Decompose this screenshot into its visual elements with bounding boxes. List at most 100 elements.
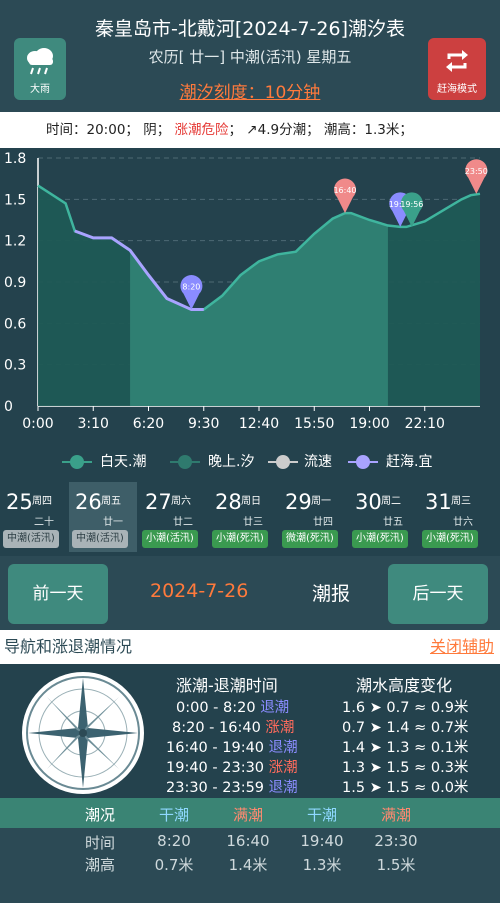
table-row: 23:30 - 23:59 退潮: [166, 778, 298, 798]
y-tick-label: 0.9: [4, 275, 26, 291]
day-selector[interactable]: 25 周四 二十 中潮(活汛) 26 周五 廿一 中潮(活汛) 27 周六 廿二…: [0, 478, 500, 556]
legend-item-speed[interactable]: 流速: [268, 451, 332, 473]
prev-day-button[interactable]: 前一天: [8, 564, 108, 624]
y-tick-label: 0.3: [4, 358, 26, 374]
tide-change: 1.6 ➤ 0.7 ≈ 0.9米: [342, 700, 469, 716]
day-lunar: 廿四: [313, 517, 333, 528]
tide-range: 8:20 - 16:40: [172, 720, 261, 736]
header-low-tide: 干潮: [306, 806, 337, 824]
tide-chart-svg: 0 0.3 0.6 0.9 1.2 1.5 1.8 0:00 3:10 6:20 9:30 12:40…: [4, 151, 488, 432]
tide-info-panel: 涨潮-退潮时间 潮水高度变化 0:00 - 8:20 退潮 1.6 ➤ 0.7 …: [0, 664, 500, 798]
day-lunar: 廿六: [453, 517, 473, 528]
tide-marker-pin: [465, 159, 488, 194]
tide-type: 退潮: [268, 780, 298, 796]
day-tide-tag: 微潮(死汛): [282, 530, 338, 548]
day-weekday: 周二: [381, 496, 401, 507]
height-cell: 0.7米: [154, 856, 194, 874]
day-number: 29: [285, 490, 312, 514]
header-high-tide: 满潮: [380, 806, 411, 824]
legend-item-night[interactable]: 晚上.汐: [170, 451, 254, 473]
day-lunar: 廿三: [243, 517, 263, 528]
day-tide-tag: 小潮(死汛): [422, 530, 478, 548]
separator: ；: [228, 122, 243, 138]
weather-button[interactable]: 大雨: [14, 38, 66, 100]
y-tick-label: 0.6: [4, 316, 26, 332]
rain-cloud-icon: [27, 48, 53, 75]
table-row: 19:40 - 23:30 涨潮: [166, 758, 298, 778]
date-navigation: 前一天 2024-7-26 潮报 后一天: [0, 556, 500, 630]
table-row: 0:00 - 8:20 退潮: [176, 698, 289, 718]
tide-report-link[interactable]: 潮报: [312, 583, 351, 605]
close-assist-link[interactable]: 关闭辅助: [429, 637, 494, 656]
next-day-button[interactable]: 后一天: [388, 564, 488, 624]
height-cell: 1.4米: [228, 856, 268, 874]
day-lunar: 二十: [34, 517, 54, 528]
tide-type: 退潮: [260, 700, 290, 716]
mode-label: 赶海模式: [437, 84, 477, 95]
day-item[interactable]: 29 周一 廿四 微潮(死汛): [279, 482, 347, 552]
day-lunar: 廿一: [103, 517, 123, 528]
day-item[interactable]: 25 周四 二十 中潮(活汛): [0, 482, 68, 552]
legend-label-day: 白天.潮: [100, 454, 147, 470]
day-lunar: 廿二: [173, 517, 193, 528]
section-header: 导航和涨退潮情况 关闭辅助: [0, 630, 500, 664]
x-tick-label: 9:30: [188, 416, 219, 432]
tide-change: 1.3 ➤ 1.5 ≈ 0.3米: [342, 760, 469, 776]
tide-type: 退潮: [268, 740, 298, 756]
tide-height: 潮高：1.3米；: [323, 122, 413, 138]
day-item[interactable]: 30 周二 廿五 小潮(死汛): [349, 482, 417, 552]
tide-range: 23:30 - 23:59: [166, 780, 265, 796]
y-tick-label: 1.8: [4, 151, 26, 167]
tide-type: 涨潮: [268, 760, 298, 776]
day-item[interactable]: 28 周日 廿三 小潮(死汛): [209, 482, 277, 552]
day-item-selected[interactable]: 26 周五 廿一 中潮(活汛): [69, 482, 137, 552]
legend-item-beachcombing[interactable]: 赶海.宜: [348, 451, 432, 473]
time-cell: 23:30: [374, 832, 418, 850]
day-weekday: 周五: [101, 496, 121, 507]
legend-item-day[interactable]: 白天.潮: [62, 451, 146, 473]
height-cell: 1.3米: [302, 856, 342, 874]
height-cell: 1.5米: [376, 856, 416, 874]
day-weekday: 周六: [171, 496, 191, 507]
day-weekday: 周一: [311, 496, 331, 507]
summary-header-row: [0, 798, 500, 828]
day-number: 27: [145, 490, 172, 514]
time-cell: 16:40: [226, 832, 270, 850]
tide-marker-pin: [180, 275, 203, 310]
y-tick-label: 1.5: [4, 192, 26, 208]
chart-legend: 白天.潮 晚上.汐 流速 赶海.宜: [0, 451, 500, 473]
tide-change: 0.7 ➤ 1.4 ≈ 0.7米: [342, 720, 469, 736]
day-item[interactable]: 31 周三 廿六 小潮(死汛): [419, 482, 487, 552]
tide-marker-label: 8:20: [182, 283, 200, 292]
tide-marker-label: 23:50: [465, 167, 488, 176]
day-number: 30: [355, 490, 382, 514]
current-status-line: 时间：20:00； 阴； 涨潮危险； ↗4.9分潮； 潮高：1.3米；: [0, 112, 500, 148]
tide-range: 0:00 - 8:20: [176, 700, 256, 716]
y-tick-label: 1.2: [4, 234, 26, 250]
compass-icon: [22, 672, 144, 794]
tide-marker-pin: [400, 192, 423, 227]
x-tick-label: 15:50: [294, 416, 334, 432]
header: 大雨 秦皇岛市-北戴河[2024-7-26]潮汐表 农历[ 廿一] 中潮(活汛)…: [0, 0, 500, 112]
day-number: 26: [75, 490, 102, 514]
day-weekday: 周三: [451, 496, 471, 507]
day-weekday: 周四: [32, 496, 52, 507]
legend-label-speed: 流速: [304, 454, 332, 470]
page-title: 秦皇岛市-北戴河[2024-7-26]潮汐表: [94, 18, 405, 40]
time-cell: 8:20: [157, 832, 191, 850]
section-title: 导航和涨退潮情况: [4, 637, 133, 656]
x-tick-label: 22:10: [405, 416, 445, 432]
tide-marker-label: 16:40: [333, 186, 356, 195]
x-tick-label: 6:20: [133, 416, 164, 432]
tide-chart[interactable]: 0 0.3 0.6 0.9 1.2 1.5 1.8 0:00 3:10 6:20 9:30 12:40…: [0, 148, 500, 478]
tide-scale-link[interactable]: 潮汐刻度：10分钟: [179, 83, 321, 103]
legend-label-night: 晚上.汐: [208, 454, 255, 470]
beachcombing-mode-button[interactable]: 赶海模式: [428, 38, 486, 100]
x-tick-label: 3:10: [78, 416, 109, 432]
day-tide-tag: 小潮(活汛): [142, 530, 198, 548]
tide-marker-label: 19:56: [400, 200, 423, 209]
x-tick-label: 19:00: [349, 416, 389, 432]
day-item[interactable]: 27 周六 廿二 小潮(活汛): [139, 482, 207, 552]
danger-warning: 涨潮危险: [174, 122, 229, 138]
tide-change: 1.5 ➤ 1.5 ≈ 0.0米: [342, 780, 469, 796]
